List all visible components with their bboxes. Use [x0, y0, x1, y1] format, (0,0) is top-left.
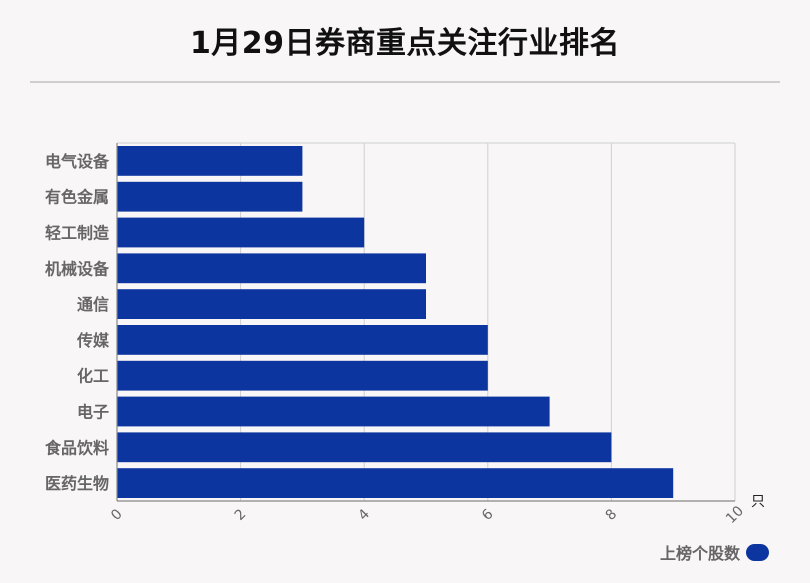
x-unit-label: 只: [751, 494, 765, 510]
title-divider: [30, 81, 780, 83]
legend-swatch: [746, 543, 769, 561]
bar: [117, 468, 674, 498]
bar: [117, 217, 365, 248]
x-tick-label: 0: [108, 506, 126, 524]
bar: [117, 289, 426, 319]
x-tick-label: 8: [603, 506, 621, 524]
y-category-label: 通信: [77, 295, 109, 314]
bar: [117, 181, 303, 212]
chart-title: 1月29日券商重点关注行业排名: [189, 26, 621, 61]
y-category-label: 医药生物: [45, 474, 109, 493]
bar: [117, 146, 303, 176]
bar: [117, 432, 612, 463]
y-category-label: 机械设备: [45, 259, 110, 278]
bar: [117, 253, 426, 284]
y-category-label: 轻工制造: [45, 224, 110, 243]
bar: [117, 396, 550, 427]
y-category-label: 化工: [77, 367, 109, 386]
y-category-label: 电气设备: [45, 152, 110, 171]
y-category-label: 食品饮料: [44, 438, 109, 457]
x-tick-label: 4: [355, 506, 373, 524]
y-category-label: 有色金属: [45, 188, 109, 207]
legend-label: 上榜个股数: [659, 544, 740, 563]
y-category-label: 传媒: [76, 331, 110, 350]
bar: [117, 360, 488, 391]
x-tick-label: 6: [479, 506, 497, 524]
legend[interactable]: 上榜个股数: [660, 540, 769, 564]
y-category-label: 电子: [77, 403, 109, 422]
x-tick-label: 2: [232, 506, 250, 524]
bar: [117, 325, 488, 355]
x-tick-label: 10: [723, 503, 747, 527]
